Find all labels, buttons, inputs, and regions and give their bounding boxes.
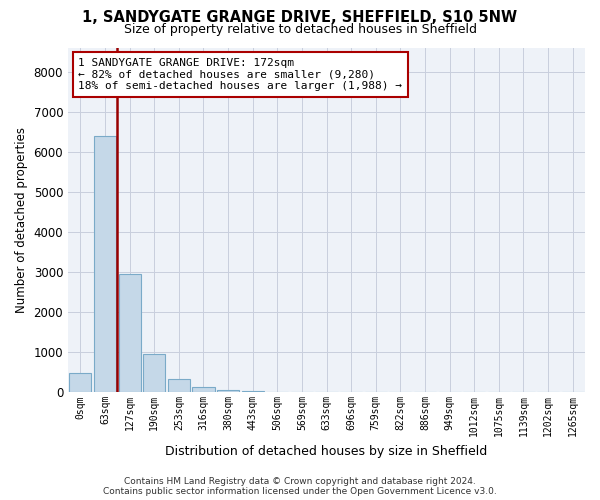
- Text: 1 SANDYGATE GRANGE DRIVE: 172sqm
← 82% of detached houses are smaller (9,280)
18: 1 SANDYGATE GRANGE DRIVE: 172sqm ← 82% o…: [79, 58, 403, 91]
- Bar: [193, 388, 215, 392]
- Bar: [69, 373, 91, 392]
- Y-axis label: Number of detached properties: Number of detached properties: [15, 127, 28, 313]
- Text: Contains HM Land Registry data © Crown copyright and database right 2024.: Contains HM Land Registry data © Crown c…: [124, 477, 476, 486]
- Bar: [94, 136, 116, 392]
- Bar: [119, 274, 140, 392]
- X-axis label: Distribution of detached houses by size in Sheffield: Distribution of detached houses by size …: [166, 444, 488, 458]
- Text: Size of property relative to detached houses in Sheffield: Size of property relative to detached ho…: [124, 22, 476, 36]
- Bar: [143, 354, 165, 393]
- Text: Contains public sector information licensed under the Open Government Licence v3: Contains public sector information licen…: [103, 487, 497, 496]
- Bar: [217, 390, 239, 392]
- Bar: [168, 378, 190, 392]
- Text: 1, SANDYGATE GRANGE DRIVE, SHEFFIELD, S10 5NW: 1, SANDYGATE GRANGE DRIVE, SHEFFIELD, S1…: [82, 10, 518, 25]
